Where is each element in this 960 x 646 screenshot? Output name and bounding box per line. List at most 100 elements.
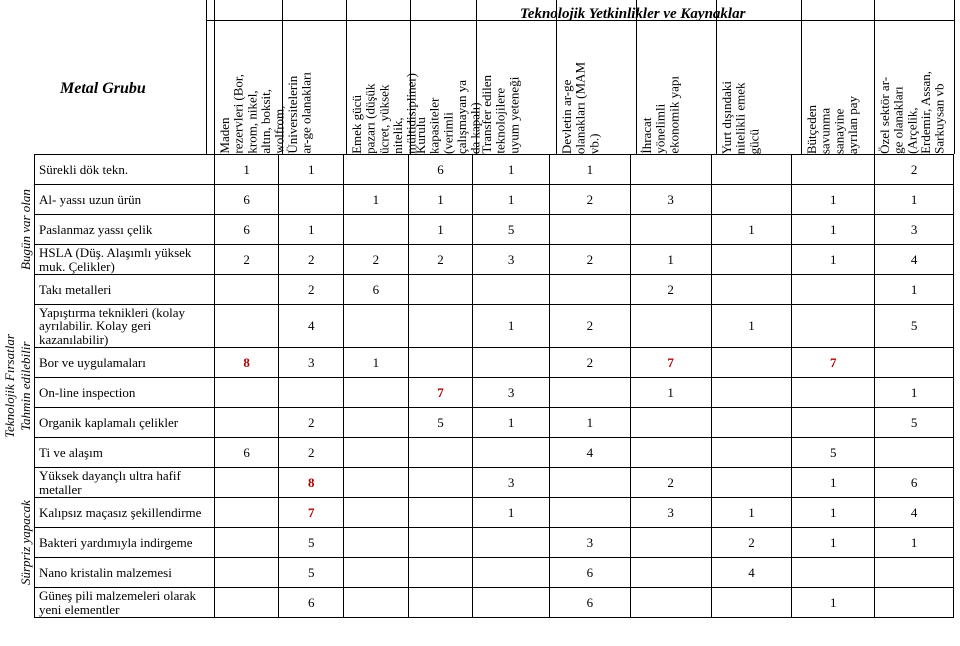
- cell: 3: [875, 215, 954, 245]
- cell: [408, 588, 473, 618]
- cell: [630, 528, 711, 558]
- cell: [214, 498, 279, 528]
- cell: [214, 528, 279, 558]
- cell: 6: [214, 185, 279, 215]
- cell: 6: [550, 588, 631, 618]
- column-header: Yurt dışındaki nitelikli emek gücü: [720, 81, 761, 154]
- cell: [792, 408, 875, 438]
- cell: 1: [473, 408, 550, 438]
- row-name: Yapıştırma teknikleri (kolay ayrılabilir…: [35, 305, 215, 348]
- cell: [214, 378, 279, 408]
- cell: 3: [279, 348, 344, 378]
- cell: 5: [875, 408, 954, 438]
- cell: 3: [550, 528, 631, 558]
- cell: 2: [630, 468, 711, 498]
- cell: 6: [214, 215, 279, 245]
- cell: 6: [550, 558, 631, 588]
- cell: 1: [875, 275, 954, 305]
- cell: [344, 155, 409, 185]
- cell: [711, 275, 792, 305]
- cell: 8: [279, 468, 344, 498]
- cell: 1: [711, 305, 792, 348]
- side-label-2: Tahmin edilebilir: [18, 305, 34, 468]
- cell: [214, 558, 279, 588]
- row-name: Organik kaplamalı çelikler: [35, 408, 215, 438]
- cell: 1: [875, 528, 954, 558]
- cell: [408, 558, 473, 588]
- cell: [630, 155, 711, 185]
- cell: 1: [550, 408, 631, 438]
- cell: [550, 468, 631, 498]
- column-header: Emek gücü pazarı (düşük ücret, yüksek ni…: [350, 73, 418, 154]
- cell: [711, 468, 792, 498]
- group-label: Metal Grubu: [60, 80, 146, 98]
- cell: 7: [792, 348, 875, 378]
- cell: [630, 588, 711, 618]
- cell: [344, 305, 409, 348]
- cell: 1: [792, 588, 875, 618]
- cell: [711, 348, 792, 378]
- cell: [550, 498, 631, 528]
- row-name: Bakteri yardımıyla indirgeme: [35, 528, 215, 558]
- cell: 2: [630, 275, 711, 305]
- cell: [214, 408, 279, 438]
- cell: [792, 305, 875, 348]
- cell: 6: [344, 275, 409, 305]
- column-header: Üniversitelerin ar-ge olanakları: [286, 72, 313, 154]
- cell: 1: [344, 348, 409, 378]
- cell: [792, 378, 875, 408]
- cell: 3: [473, 245, 550, 275]
- row-name: Yüksek dayançlı ultra hafif metaller: [35, 468, 215, 498]
- cell: 2: [550, 348, 631, 378]
- column-header: Kurulu kapasiteler (verimli çalışmayan y…: [414, 80, 482, 154]
- cell: [630, 438, 711, 468]
- cell: 1: [408, 185, 473, 215]
- cell: 3: [630, 185, 711, 215]
- cell: 1: [630, 378, 711, 408]
- row-name: Güneş pili malzemeleri olarak yeni eleme…: [35, 588, 215, 618]
- row-name: Kalıpsız maçasız şekillendirme: [35, 498, 215, 528]
- cell: [711, 155, 792, 185]
- cell: 8: [214, 348, 279, 378]
- cell: [344, 558, 409, 588]
- cell: 2: [550, 245, 631, 275]
- cell: 2: [408, 245, 473, 275]
- cell: [408, 468, 473, 498]
- cell: 1: [473, 498, 550, 528]
- cell: 6: [875, 468, 954, 498]
- cell: [344, 468, 409, 498]
- cell: [473, 528, 550, 558]
- cell: [408, 348, 473, 378]
- cell: 4: [279, 305, 344, 348]
- cell: [344, 408, 409, 438]
- row-name: Sürekli dök tekn.: [35, 155, 215, 185]
- cell: [792, 275, 875, 305]
- cell: 4: [875, 245, 954, 275]
- cell: [473, 558, 550, 588]
- cell: [630, 558, 711, 588]
- cell: [279, 185, 344, 215]
- cell: 6: [279, 588, 344, 618]
- cell: [408, 305, 473, 348]
- cell: [711, 378, 792, 408]
- cell: [214, 588, 279, 618]
- cell: [344, 215, 409, 245]
- row-name: Nano kristalin malzemesi: [35, 558, 215, 588]
- page-title: Teknolojik Yetkinlikler ve Kaynaklar: [520, 6, 745, 23]
- row-name: Bor ve uygulamaları: [35, 348, 215, 378]
- cell: 2: [279, 245, 344, 275]
- cell: [344, 498, 409, 528]
- cell: [550, 275, 631, 305]
- cell: [214, 468, 279, 498]
- side-label-outer: Teknolojik Fırsatlar: [2, 155, 18, 618]
- cell: [344, 438, 409, 468]
- cell: 2: [550, 305, 631, 348]
- cell: 2: [875, 155, 954, 185]
- column-header: Maden rezervleri (Bor, krom, nikel, altı…: [218, 74, 286, 154]
- cell: 1: [473, 305, 550, 348]
- cell: 1: [792, 215, 875, 245]
- row-name: On-line inspection: [35, 378, 215, 408]
- column-header: Transfer edilen teknolojilere uyum yeten…: [480, 75, 521, 154]
- cell: 4: [875, 498, 954, 528]
- cell: [550, 378, 631, 408]
